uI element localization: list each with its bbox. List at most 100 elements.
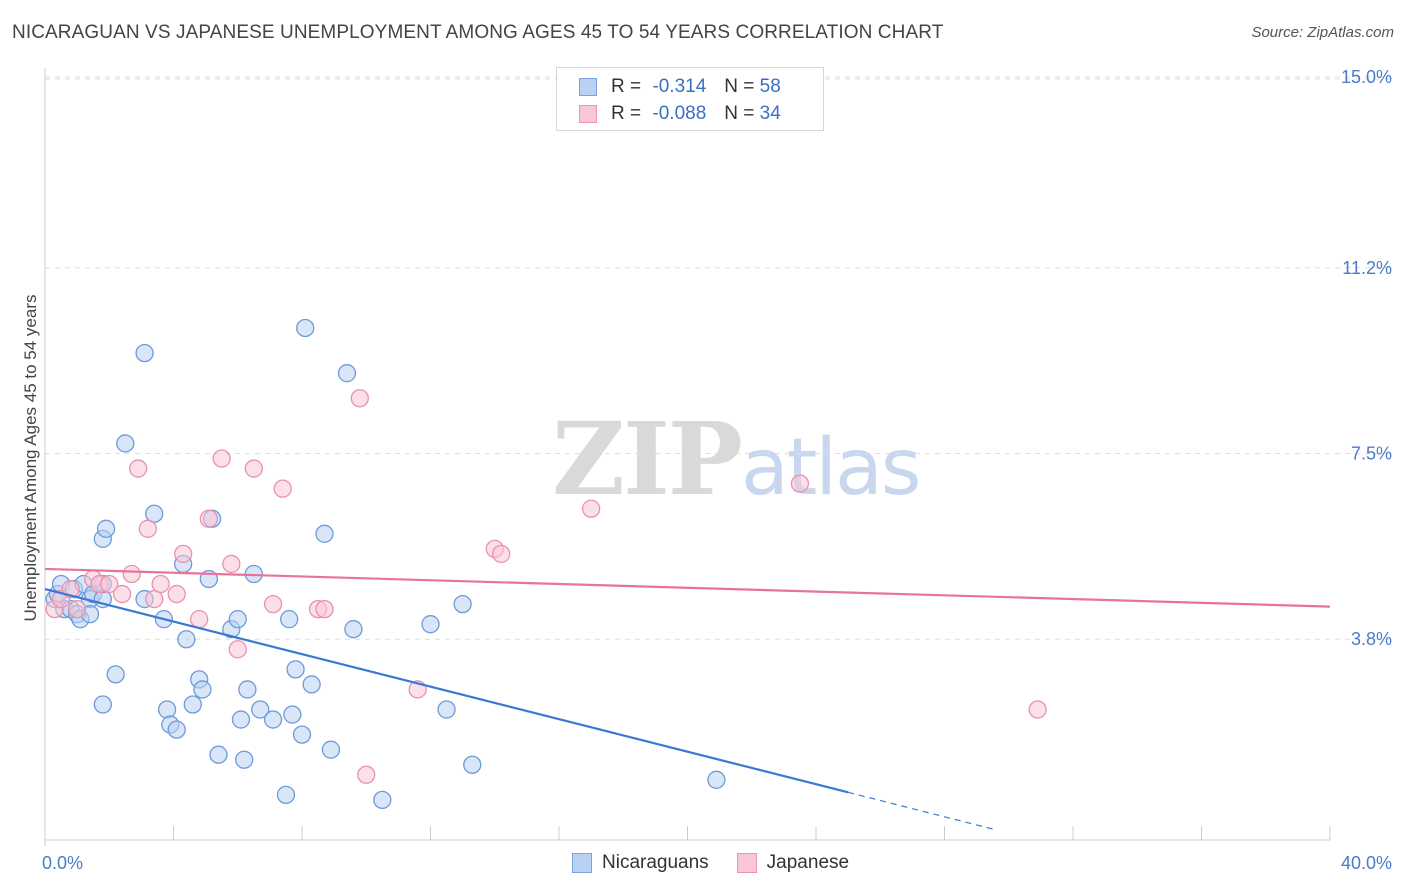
series-swatch-blue	[572, 853, 592, 873]
nicaraguans-point-33	[209, 745, 228, 764]
japanese-point-17	[212, 449, 231, 468]
japanese-points	[45, 389, 1047, 784]
nicaraguans-points	[45, 318, 726, 810]
nicaraguans-point-48	[302, 675, 321, 694]
nicaraguans-point-18	[116, 434, 135, 453]
japanese-point-12	[151, 574, 170, 594]
nicaraguans-point-54	[421, 615, 440, 634]
legend-n-value: 34	[759, 103, 781, 124]
japanese-point-7	[112, 584, 132, 604]
nicaraguans-point-57	[463, 755, 482, 774]
trend-lines	[44, 567, 1331, 830]
nicaraguans-point-40	[251, 700, 270, 719]
x-tick-label-0: 0.0%	[42, 853, 83, 873]
chart-title: NICARAGUAN VS JAPANESE UNEMPLOYMENT AMON…	[12, 22, 944, 43]
nicaraguans-point-17	[106, 665, 125, 684]
japanese-point-31	[790, 474, 810, 493]
japanese-point-18	[222, 554, 241, 574]
nicaraguans-point-58	[707, 770, 726, 789]
nicaraguans-point-53	[373, 790, 392, 810]
nicaraguans-point-25	[167, 720, 186, 739]
nicaraguans-point-42	[276, 785, 296, 805]
nicaraguans-point-19	[135, 343, 154, 363]
nicaraguans-point-23	[157, 700, 177, 719]
japanese-point-29	[492, 544, 511, 564]
nicaraguans-point-47	[296, 318, 315, 338]
source-label: Source: ZipAtlas.com	[1251, 24, 1394, 41]
japanese-point-21	[263, 594, 283, 614]
legend-n-label: N =	[724, 76, 755, 97]
japanese-point-16	[199, 509, 218, 528]
japanese-point-13	[167, 584, 186, 604]
nicaraguans-point-52	[344, 620, 363, 639]
y-tick-label-0: 3.8%	[1351, 629, 1392, 649]
legend-n-label: N =	[724, 103, 755, 124]
japanese-point-14	[173, 544, 193, 564]
y-tick-label-1: 7.5%	[1351, 444, 1392, 464]
nicaraguans-point-27	[177, 630, 196, 649]
nicaraguans-trend-line	[44, 587, 849, 794]
japanese-point-2	[61, 579, 80, 599]
grid-lines	[45, 76, 1392, 640]
series-legend-nicaraguans[interactable]: Nicaraguans	[572, 852, 709, 874]
japanese-point-24	[315, 599, 334, 619]
legend-n-value: 58	[759, 76, 781, 97]
nicaraguans-point-35	[228, 610, 247, 629]
nicaraguans-point-55	[437, 700, 456, 719]
legend-r-value: -0.088	[652, 103, 707, 124]
nicaraguans-point-49	[315, 524, 334, 543]
japanese-point-19	[228, 640, 247, 659]
y-axis-label: Unemployment Among Ages 45 to 54 years	[21, 295, 40, 622]
series-legend: Nicaraguans Japanese	[572, 852, 877, 874]
watermark-atlas: atlas	[740, 423, 921, 513]
japanese-point-20	[244, 459, 263, 478]
legend-row-nicaraguans: R = -0.314 N = 58	[579, 74, 781, 100]
japanese-point-8	[122, 564, 141, 584]
nicaraguans-point-38	[238, 680, 257, 699]
series-label: Nicaraguans	[602, 852, 709, 873]
nicaraguans-point-37	[235, 750, 254, 769]
legend-r-label: R =	[611, 76, 642, 97]
nicaraguans-point-45	[286, 660, 305, 679]
watermark: ZIPatlas	[552, 400, 921, 518]
correlation-legend: R = -0.314 N = 58 R = -0.088 N = 34	[556, 67, 824, 131]
japanese-point-3	[67, 599, 87, 619]
japanese-point-25	[350, 389, 369, 408]
x-tick-label-1: 40.0%	[1341, 853, 1392, 873]
legend-swatch-blue	[579, 78, 597, 96]
nicaraguans-point-43	[279, 610, 299, 629]
japanese-point-11	[145, 589, 164, 609]
series-swatch-pink	[736, 853, 757, 873]
japanese-point-9	[129, 459, 148, 478]
y-tick-label-2: 11.2%	[1342, 258, 1392, 278]
japanese-point-32	[1028, 700, 1047, 719]
nicaraguans-point-16	[96, 519, 116, 538]
nicaraguans-point-41	[263, 710, 283, 729]
nicaraguans-trend-extension	[847, 791, 993, 830]
tick-labels: 3.8% 7.5% 11.2% 15.0% 0.0% 40.0%	[42, 67, 1392, 873]
japanese-point-6	[100, 574, 119, 594]
nicaraguans-point-50	[321, 740, 341, 759]
japanese-point-15	[190, 610, 209, 629]
nicaraguans-point-30	[193, 680, 212, 699]
nicaraguans-point-51	[337, 364, 357, 383]
japanese-trend-line	[44, 567, 1331, 608]
legend-r-value: -0.314	[652, 76, 707, 97]
series-label: Japanese	[766, 852, 850, 873]
nicaraguans-point-21	[145, 504, 164, 523]
nicaraguans-point-46	[292, 725, 312, 744]
japanese-point-26	[357, 765, 376, 784]
nicaraguans-point-36	[231, 710, 251, 729]
nicaraguans-point-44	[283, 705, 302, 724]
legend-row-japanese: R = -0.088 N = 34	[579, 101, 781, 127]
watermark-zip: ZIP	[552, 400, 743, 518]
nicaraguans-point-14	[93, 695, 112, 714]
axes	[44, 68, 1331, 846]
japanese-point-10	[138, 519, 157, 538]
japanese-point-22	[273, 479, 292, 498]
series-legend-japanese[interactable]: Japanese	[736, 852, 850, 874]
legend-swatch-pink	[579, 105, 597, 123]
japanese-point-30	[581, 499, 601, 518]
